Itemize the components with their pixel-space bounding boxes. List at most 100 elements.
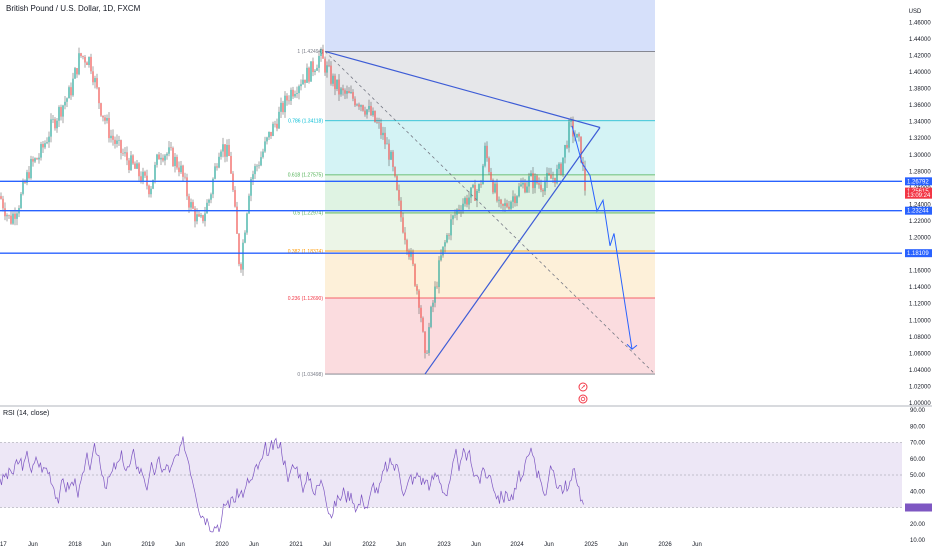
candle-body — [490, 172, 492, 180]
candle-body — [150, 188, 152, 195]
candle-body — [116, 140, 118, 144]
candle-body — [498, 199, 500, 201]
candle-body — [524, 183, 526, 193]
price-line-tag[interactable] — [905, 177, 932, 186]
candle-body — [356, 104, 358, 106]
candle-body — [426, 352, 428, 354]
candle-body — [74, 68, 76, 79]
candle-body — [146, 175, 148, 186]
candle-body — [6, 215, 8, 217]
candle-body — [472, 185, 474, 188]
price-tick-label: 1.42000 — [909, 54, 931, 60]
candle-body — [276, 123, 278, 129]
candle-body — [190, 202, 192, 208]
candle-body — [562, 157, 564, 175]
candle-body — [332, 75, 334, 84]
candle-body — [526, 186, 528, 193]
candle-body — [96, 78, 98, 88]
rsi-tick-label: 80.00 — [910, 424, 926, 430]
candle-body — [382, 132, 384, 136]
candle-body — [380, 123, 382, 136]
rsi-axis[interactable]: 90.0080.0070.0060.0050.0040.0030.0020.00… — [905, 408, 932, 544]
candle-body — [180, 165, 182, 173]
candle-body — [358, 104, 360, 107]
horizontal-lines — [0, 180, 902, 254]
candle-body — [336, 79, 338, 90]
candle-body — [508, 206, 510, 209]
candle-body — [12, 213, 14, 224]
candle-body — [476, 190, 478, 201]
time-axis[interactable]: 17 Jun 2018 Jun 2019 Jun 2020 Jun 2021 Jul 2022 Jun… — [0, 542, 702, 548]
candle-body — [510, 201, 512, 209]
time-tick-label: 2025 — [584, 542, 598, 548]
time-tick-label: 2026 — [658, 542, 672, 548]
candle-body — [262, 151, 264, 158]
rsi-tick-label: 70.00 — [910, 441, 926, 447]
candle-body — [78, 53, 80, 75]
candle-body — [438, 260, 440, 288]
candle-body — [350, 92, 352, 94]
candle-body — [270, 131, 272, 136]
candle-body — [66, 98, 68, 102]
candle-body — [310, 61, 312, 82]
candle-body — [254, 166, 256, 175]
candle-body — [122, 152, 124, 154]
event-icons[interactable] — [578, 382, 588, 404]
candle-body — [542, 189, 544, 192]
candle-body — [346, 91, 348, 94]
candle-body — [26, 172, 28, 183]
trend-line-upper[interactable] — [324, 50, 601, 129]
candle-body — [132, 155, 134, 164]
price-tick-label: 1.34000 — [909, 120, 931, 126]
candle-body — [264, 141, 266, 152]
fib-level-label: 1 (1.42494) — [297, 49, 323, 55]
candle-body — [324, 58, 326, 73]
candle-body — [418, 290, 420, 308]
price-tick-label: 1.14000 — [909, 285, 931, 291]
earnings-event-icon[interactable] — [578, 394, 588, 404]
candle-body — [512, 196, 514, 202]
candle-body — [280, 102, 282, 112]
candle-body — [80, 53, 82, 57]
candle-body — [400, 200, 402, 218]
time-tick-label: 2024 — [510, 542, 524, 548]
candle-body — [442, 246, 444, 256]
candle-body — [446, 235, 448, 243]
candle-body — [48, 136, 50, 143]
candle-body — [212, 178, 214, 195]
candle-body — [484, 145, 486, 166]
projection-path[interactable] — [571, 125, 633, 350]
price-tick-label: 1.22000 — [909, 219, 931, 225]
candle-body — [136, 163, 138, 169]
rsi-tick-label: 60.00 — [910, 457, 926, 463]
price-line-tag[interactable] — [905, 206, 932, 215]
candle-body — [42, 144, 44, 148]
candle-body — [516, 196, 518, 204]
candle-body — [312, 61, 314, 73]
candle-body — [284, 95, 286, 113]
candle-body — [450, 219, 452, 236]
candle-body — [326, 65, 328, 73]
time-tick-label: Jul — [323, 542, 331, 548]
candle-body — [530, 173, 532, 177]
candle-body — [234, 190, 236, 207]
candle-body — [398, 189, 400, 201]
rsi-tick-label: 20.00 — [910, 522, 926, 528]
time-tick-label: Jun — [471, 542, 481, 548]
time-tick-label: 2020 — [215, 542, 229, 548]
candle-body — [580, 136, 582, 162]
candle-body — [40, 144, 42, 158]
candle-body — [0, 196, 2, 199]
fib-zone — [325, 174, 655, 213]
fib-zone — [325, 298, 655, 375]
trend-line-lower[interactable] — [424, 127, 601, 375]
candle-body — [110, 135, 112, 139]
candle-body — [432, 302, 434, 307]
candle-body — [306, 67, 308, 83]
candle-body — [458, 209, 460, 211]
price-axis[interactable]: USD 1.46000 1.44000 1.42000 1.40000 1.38000 1.… — [905, 9, 932, 407]
last-price-tag — [905, 191, 932, 199]
candle-body — [488, 158, 490, 173]
price-line-tag[interactable] — [905, 249, 932, 258]
